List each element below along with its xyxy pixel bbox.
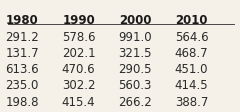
Text: 468.7: 468.7: [175, 47, 208, 60]
Text: 991.0: 991.0: [118, 31, 152, 44]
Text: 578.6: 578.6: [62, 31, 96, 44]
Text: 415.4: 415.4: [62, 96, 96, 109]
Text: 451.0: 451.0: [175, 63, 208, 76]
Text: 470.6: 470.6: [62, 63, 96, 76]
Text: 613.6: 613.6: [5, 63, 39, 76]
Text: 560.3: 560.3: [118, 80, 152, 93]
Text: 414.5: 414.5: [175, 80, 208, 93]
Text: 302.2: 302.2: [62, 80, 96, 93]
Text: 321.5: 321.5: [118, 47, 152, 60]
Text: 266.2: 266.2: [118, 96, 152, 109]
Text: 131.7: 131.7: [5, 47, 39, 60]
Text: 291.2: 291.2: [5, 31, 39, 44]
Text: 1990: 1990: [62, 14, 95, 27]
Text: 2000: 2000: [119, 14, 151, 27]
Text: 202.1: 202.1: [62, 47, 96, 60]
Text: 2010: 2010: [175, 14, 208, 27]
Text: 198.8: 198.8: [6, 96, 39, 109]
Text: 290.5: 290.5: [118, 63, 152, 76]
Text: 388.7: 388.7: [175, 96, 208, 109]
Text: 1980: 1980: [6, 14, 39, 27]
Text: 564.6: 564.6: [175, 31, 208, 44]
Text: 235.0: 235.0: [6, 80, 39, 93]
